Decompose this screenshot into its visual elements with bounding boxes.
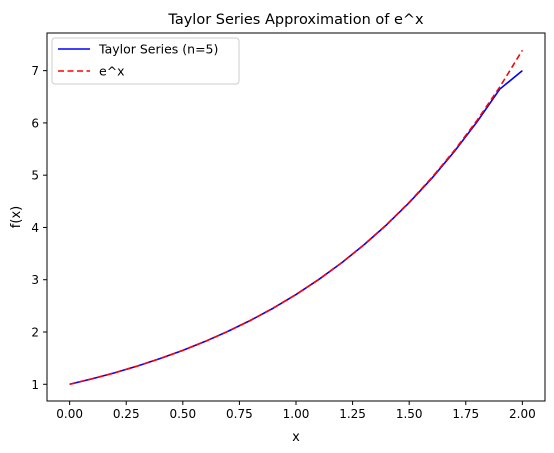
series-line-1 xyxy=(69,49,524,386)
x-axis-label: x xyxy=(292,430,300,445)
y-axis-ticks: 1 2 3 4 5 6 7 xyxy=(31,64,47,392)
x-tick-label: 1.25 xyxy=(339,407,366,421)
x-tick-label: 2.00 xyxy=(509,407,536,421)
x-tick-label: 0.00 xyxy=(56,407,83,421)
y-tick-label: 4 xyxy=(31,221,39,235)
x-tick-label: 0.25 xyxy=(113,407,140,421)
axes-frame xyxy=(46,32,546,402)
series-line-0 xyxy=(69,70,523,386)
y-tick-label: 6 xyxy=(31,116,39,130)
legend-box xyxy=(51,37,240,85)
x-tick-label: 0.75 xyxy=(226,407,253,421)
y-tick-label: 7 xyxy=(31,64,39,78)
y-tick-label: 3 xyxy=(31,273,39,287)
x-tick-label: 1.50 xyxy=(396,407,423,421)
legend-label: Taylor Series (n=5) xyxy=(98,42,218,57)
y-tick-label: 1 xyxy=(31,378,39,392)
x-tick-label: 1.75 xyxy=(452,407,479,421)
chart-title: Taylor Series Approximation of e^x xyxy=(167,12,424,28)
legend-label: e^x xyxy=(99,64,125,79)
x-tick-label: 0.50 xyxy=(169,407,196,421)
y-tick-label: 5 xyxy=(31,169,39,183)
y-axis-label: f(x) xyxy=(9,206,24,228)
x-tick-label: 1.00 xyxy=(283,407,310,421)
y-tick-label: 2 xyxy=(31,326,39,340)
legend: Taylor Series (n=5) e^x xyxy=(51,37,240,85)
x-axis-ticks: 0.00 0.25 0.50 0.75 1.00 1.25 1.50 1.75 2.00 xyxy=(56,401,536,421)
plot-area xyxy=(46,32,546,402)
